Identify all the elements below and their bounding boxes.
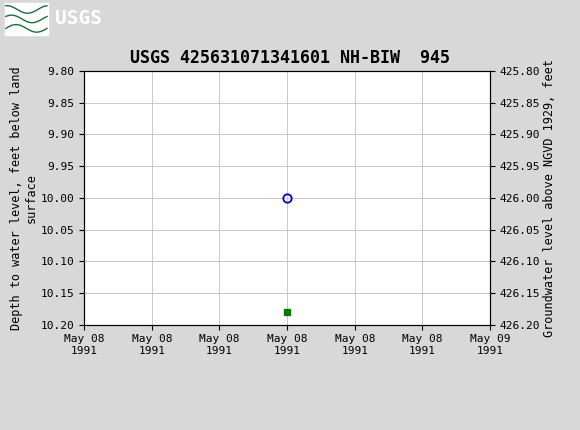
FancyBboxPatch shape [5,3,48,35]
Y-axis label: Groundwater level above NGVD 1929, feet: Groundwater level above NGVD 1929, feet [543,59,556,337]
Y-axis label: Depth to water level, feet below land
surface: Depth to water level, feet below land su… [10,66,38,330]
Text: USGS 425631071341601 NH-BIW  945: USGS 425631071341601 NH-BIW 945 [130,49,450,67]
Text: USGS: USGS [55,9,102,28]
